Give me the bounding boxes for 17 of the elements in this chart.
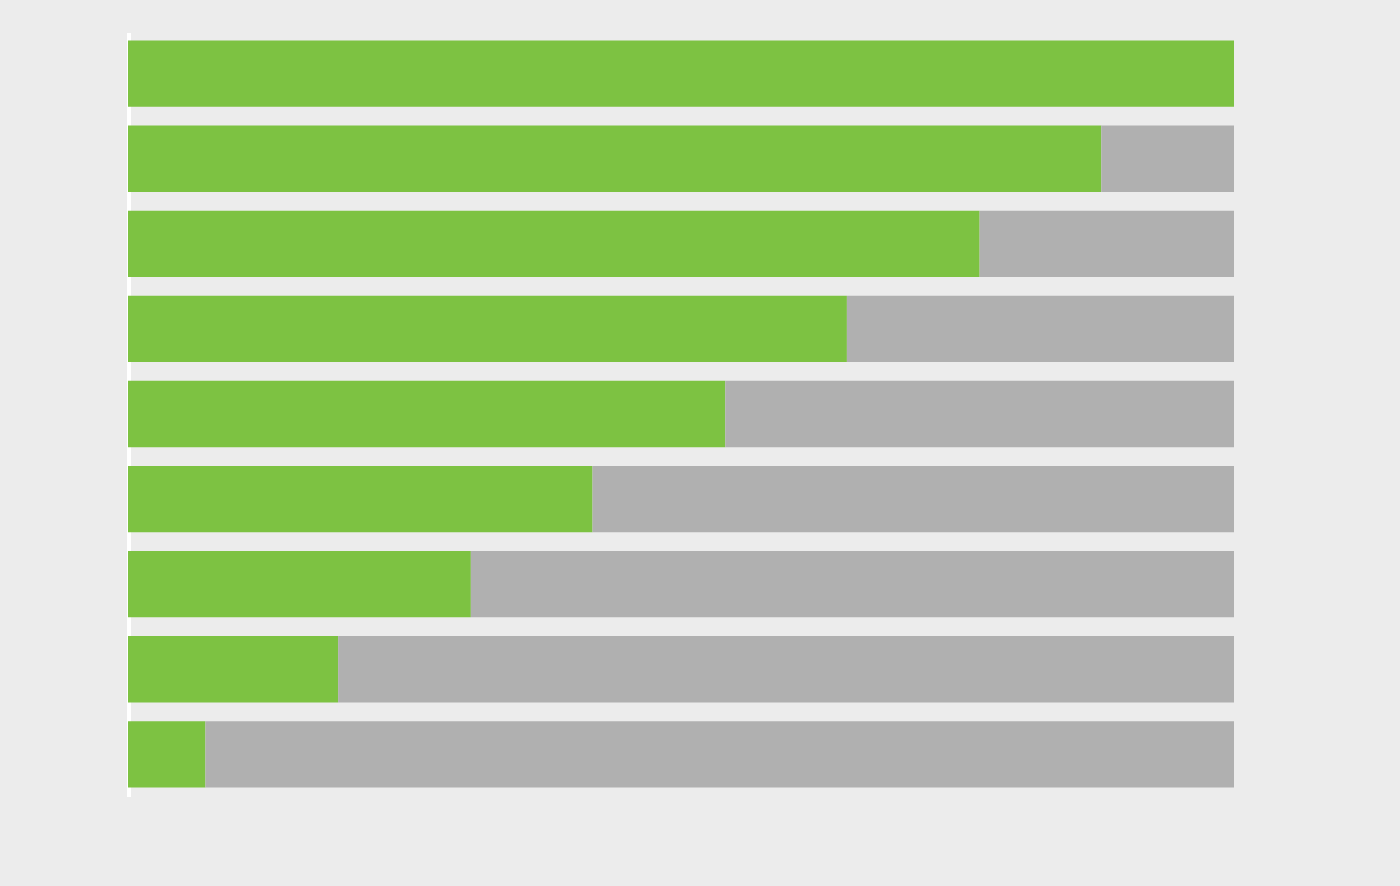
bar [128,636,339,703]
bar [205,721,1234,788]
bar [128,721,206,788]
bar [128,550,471,618]
bar [128,380,726,448]
bar [846,295,1234,363]
bar [128,125,1102,192]
bar [128,210,980,278]
bar [128,465,593,533]
bar [128,295,847,363]
bar [725,380,1234,448]
bar [470,550,1234,618]
bar [592,465,1234,533]
bar [128,40,1234,107]
bar [1101,125,1234,192]
bar [979,210,1234,278]
bar [338,636,1234,703]
